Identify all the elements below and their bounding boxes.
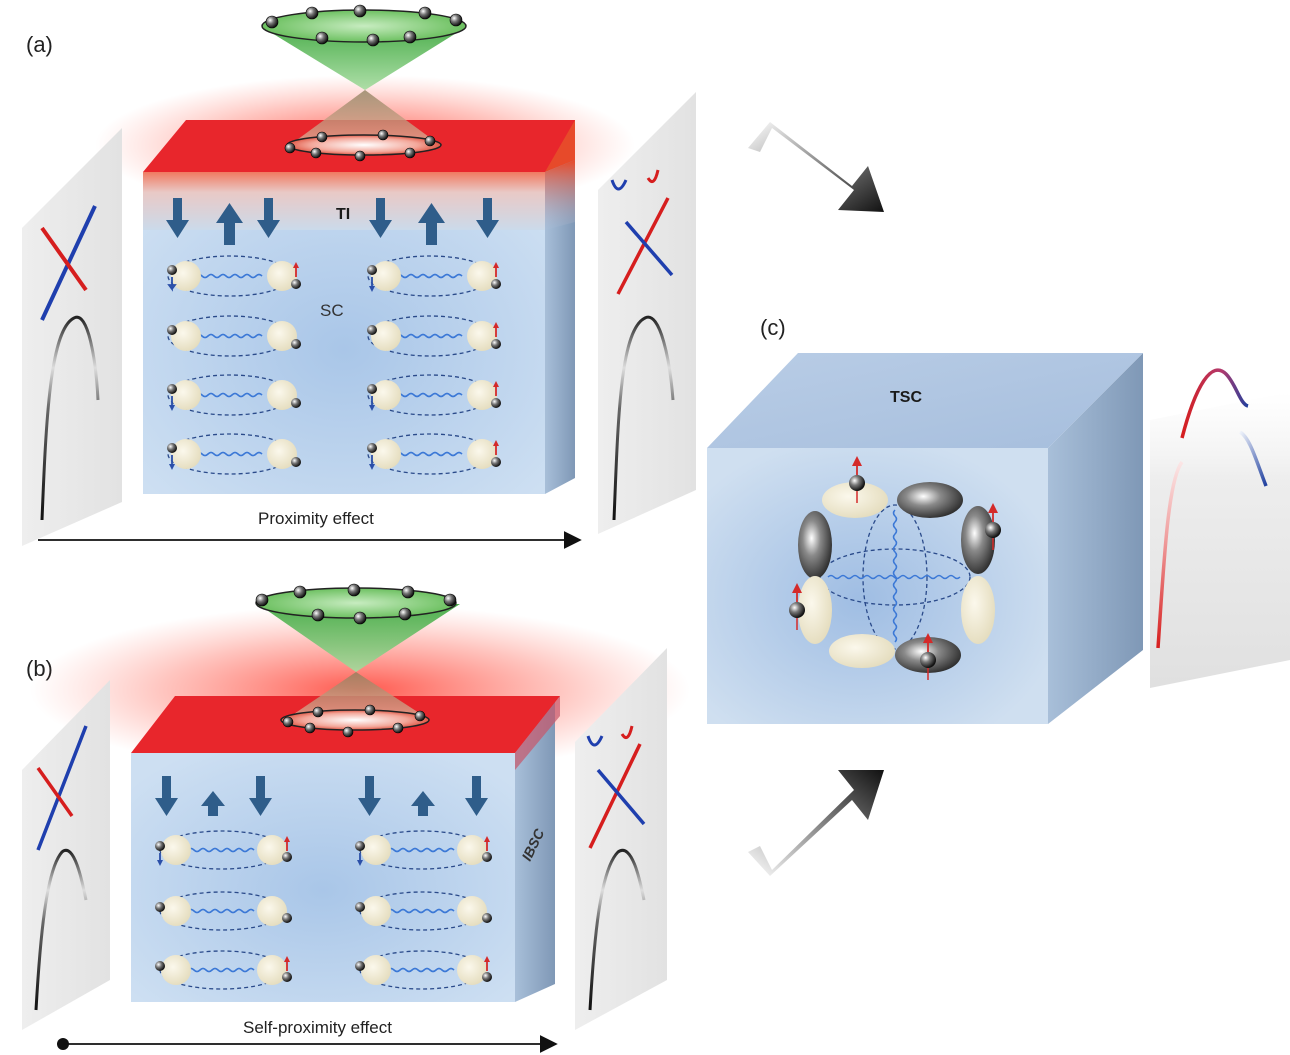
dark-orbital [897,482,963,518]
left-band-panel [22,680,110,1030]
cube-top [707,353,1143,448]
box-side [515,696,555,1002]
dark-orbital [798,511,832,579]
cooper-pair-icon [155,950,292,990]
cooper-pair-group [167,255,501,475]
cooper-pair-icon [355,891,492,931]
cooper-pair-icon [355,950,492,990]
box-front [131,753,515,1002]
panel-c-label: (c) [760,315,786,340]
panel-c: (c) TSC [707,315,1290,724]
sc-label: SC [320,301,344,320]
cream-orbital [822,482,888,518]
cooper-pair-icon [167,315,301,357]
dirac-cone-icon [610,169,675,521]
right-band-panel [598,92,696,534]
spin-texture [789,456,1001,680]
cooper-pair-group [155,830,492,990]
cooper-pair-icon [367,255,501,297]
cone [261,4,467,162]
self-proximity-caption: Self-proximity effect [243,1018,392,1037]
cream-orbital [829,634,895,668]
cone [255,583,460,738]
panel-a: (a) [22,4,696,549]
cooper-pair-icon [167,433,301,475]
cooper-pair-icon [167,255,301,297]
electron-icon [789,583,805,630]
cube-side [1048,353,1143,724]
box-side-top [515,696,560,770]
dirac-cone-icon [586,725,646,1011]
cream-orbital [961,576,995,644]
cooper-pair-icon [367,374,501,416]
block-arrow-icon [748,122,884,876]
cooper-pair-icon [367,315,501,357]
box-side-ti [545,160,575,230]
electron-icon [920,633,936,680]
panel-a-label: (a) [26,32,53,57]
proximity-caption: Proximity effect [258,509,374,528]
dirac-cone-icon [34,725,88,1011]
electron-icon [985,503,1001,550]
right-band-panel [1150,392,1290,688]
dirac-cone-icon [1156,368,1268,649]
cooper-pair-icon [155,891,292,931]
cooper-pair-icon [355,830,492,870]
dirac-cone-icon [40,205,100,521]
ti-label: TI [336,206,350,223]
cooper-pair-icon [367,433,501,475]
dark-orbital [961,506,995,574]
spin-arrow-icon [166,198,499,245]
panel-b: (b) IBSC [22,583,690,1053]
cooper-pair-icon [155,830,292,870]
electron-icon [849,456,865,503]
tsc-label: TSC [890,389,922,406]
cooper-pair-icon [167,374,301,416]
spin-arrow-icon [155,776,488,816]
cream-orbital [798,576,832,644]
left-band-panel [22,128,122,546]
